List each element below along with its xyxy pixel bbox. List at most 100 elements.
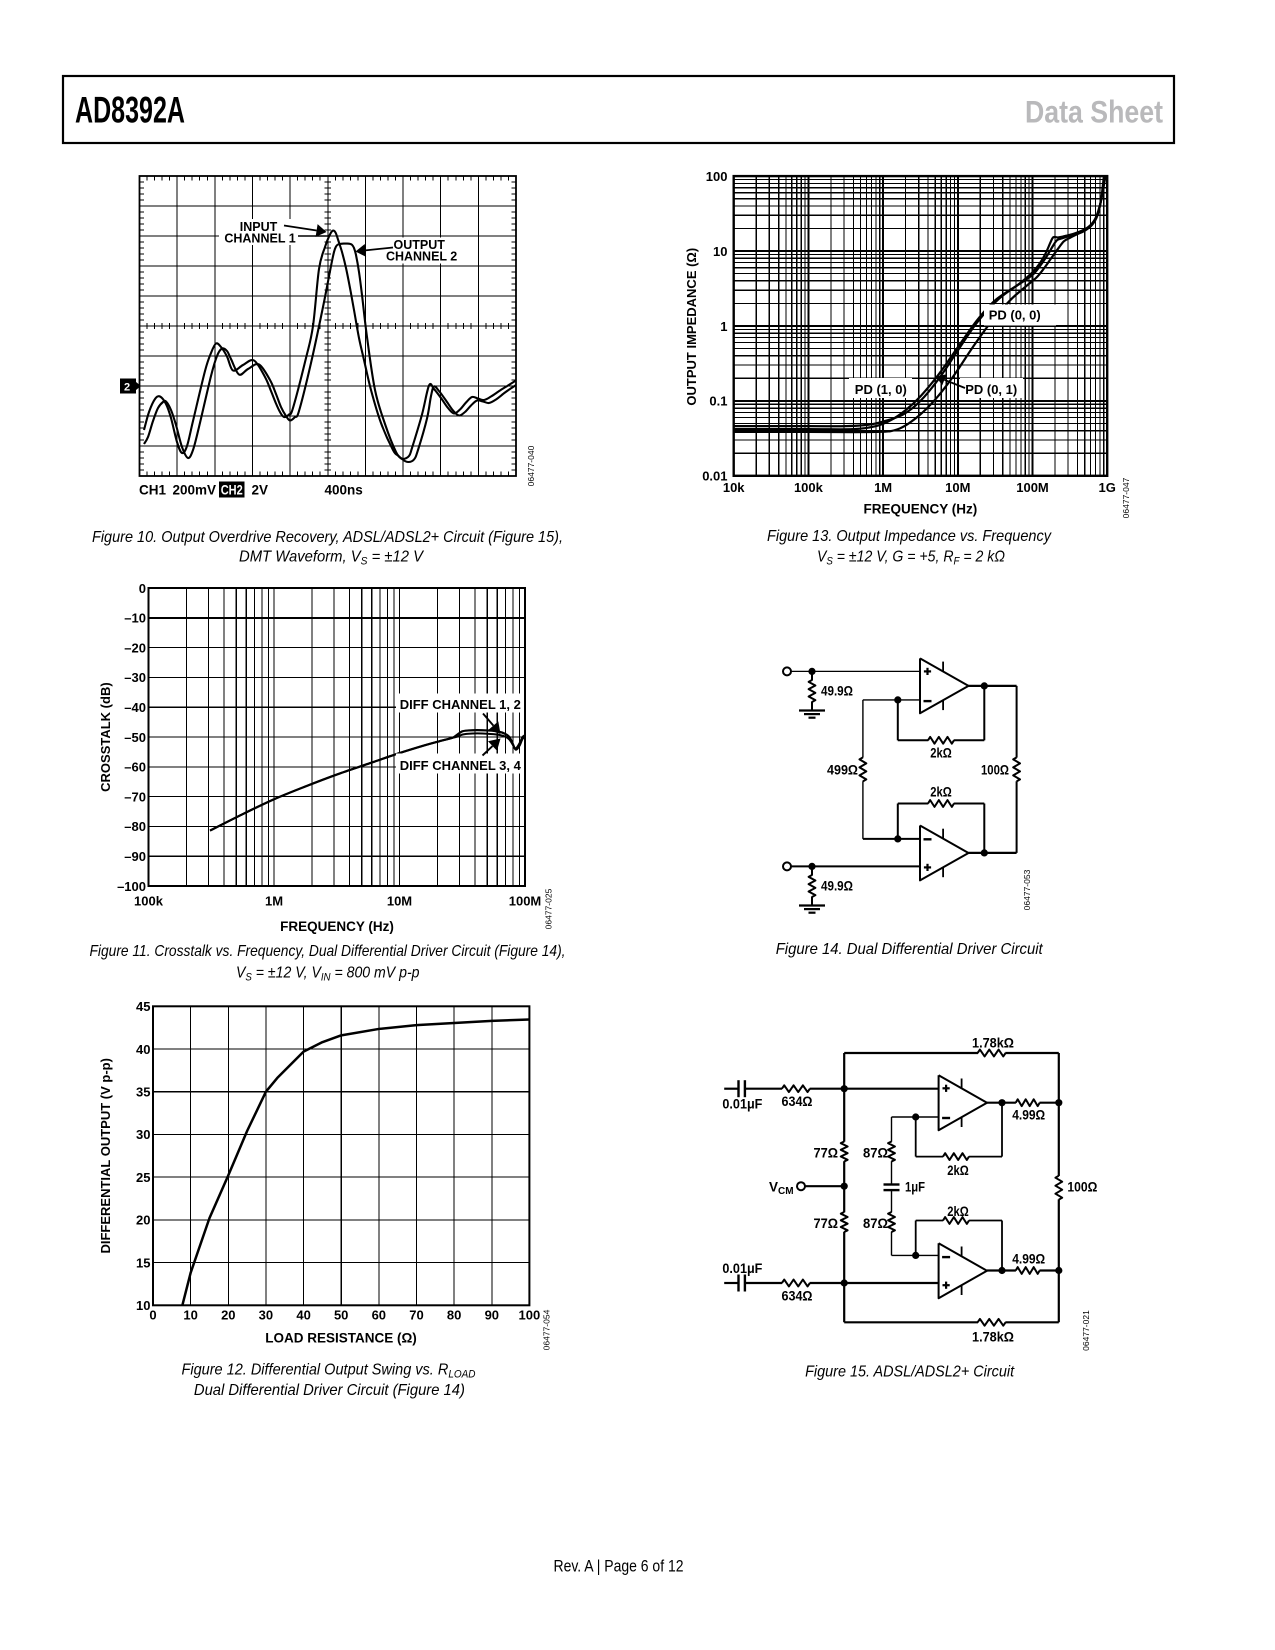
svg-text:10M: 10M: [945, 480, 970, 495]
svg-text:OUTPUT: OUTPUT: [394, 238, 446, 252]
svg-text:1M: 1M: [265, 894, 283, 909]
svg-text:Rev. A | Page 6 of 12: Rev. A | Page 6 of 12: [554, 1557, 684, 1576]
svg-text:–10: –10: [124, 611, 146, 626]
svg-text:400ns: 400ns: [325, 483, 363, 498]
svg-text:35: 35: [136, 1085, 150, 1100]
svg-text:DIFFERENTIAL OUTPUT (V p-p): DIFFERENTIAL OUTPUT (V p-p): [98, 1058, 113, 1253]
svg-text:10M: 10M: [387, 894, 412, 909]
svg-text:0: 0: [149, 1308, 156, 1323]
svg-text:CROSSTALK (dB): CROSSTALK (dB): [98, 682, 113, 792]
svg-text:2kΩ: 2kΩ: [947, 1163, 969, 1178]
svg-text:FREQUENCY (Hz): FREQUENCY (Hz): [280, 919, 394, 934]
svg-text:06477-047: 06477-047: [1121, 477, 1131, 518]
svg-text:499Ω: 499Ω: [827, 762, 858, 777]
svg-text:87Ω: 87Ω: [863, 1146, 888, 1161]
svg-text:100M: 100M: [1016, 480, 1049, 495]
svg-text:Figure 11. Crosstalk vs. Frequ: Figure 11. Crosstalk vs. Frequency, Dual…: [90, 943, 566, 960]
svg-text:DIFF CHANNEL 3, 4: DIFF CHANNEL 3, 4: [400, 758, 522, 773]
svg-text:–40: –40: [124, 700, 146, 715]
svg-text:10: 10: [713, 244, 727, 259]
svg-text:06477-054: 06477-054: [542, 1309, 552, 1350]
svg-text:49.9Ω: 49.9Ω: [821, 879, 853, 894]
svg-text:CHANNEL 2: CHANNEL 2: [386, 250, 457, 264]
svg-text:06477-053: 06477-053: [1022, 869, 1032, 910]
svg-text:100Ω: 100Ω: [981, 762, 1009, 777]
svg-text:100k: 100k: [794, 480, 824, 495]
svg-text:1G: 1G: [1099, 480, 1116, 495]
svg-text:70: 70: [409, 1308, 423, 1323]
svg-text:100: 100: [706, 169, 728, 184]
svg-text:1μF: 1μF: [905, 1180, 925, 1195]
svg-text:25: 25: [136, 1170, 150, 1185]
svg-text:0.1: 0.1: [709, 394, 727, 409]
svg-text:Figure 13. Output Impedance vs: Figure 13. Output Impedance vs. Frequenc…: [767, 528, 1052, 545]
svg-text:87Ω: 87Ω: [863, 1216, 888, 1231]
svg-text:2V: 2V: [252, 483, 269, 498]
svg-text:–80: –80: [124, 819, 146, 834]
svg-text:100M: 100M: [509, 894, 542, 909]
svg-text:1.78kΩ: 1.78kΩ: [972, 1330, 1014, 1345]
svg-text:–90: –90: [124, 849, 146, 864]
svg-text:06477-040: 06477-040: [526, 445, 536, 486]
svg-text:77Ω: 77Ω: [814, 1146, 839, 1161]
svg-text:06477-021: 06477-021: [1081, 1310, 1091, 1351]
svg-text:40: 40: [296, 1308, 310, 1323]
svg-text:1.78kΩ: 1.78kΩ: [972, 1036, 1014, 1051]
svg-text:100: 100: [519, 1308, 541, 1323]
svg-text:4.99Ω: 4.99Ω: [1012, 1252, 1045, 1267]
svg-text:90: 90: [485, 1308, 499, 1323]
svg-text:CH2: CH2: [221, 483, 243, 498]
svg-text:–100: –100: [117, 879, 146, 894]
svg-text:06477-025: 06477-025: [544, 888, 554, 929]
svg-text:1M: 1M: [874, 480, 892, 495]
svg-text:–50: –50: [124, 730, 146, 745]
svg-text:10: 10: [136, 1298, 150, 1313]
svg-text:0.01μF: 0.01μF: [722, 1097, 762, 1112]
svg-text:AD8392A: AD8392A: [75, 90, 185, 131]
svg-text:PD (0, 1): PD (0, 1): [965, 382, 1017, 397]
svg-text:4.99Ω: 4.99Ω: [1012, 1108, 1045, 1123]
svg-text:Figure 10. Output Overdrive Re: Figure 10. Output Overdrive Recovery, AD…: [92, 529, 563, 546]
svg-text:1: 1: [720, 319, 727, 334]
svg-text:30: 30: [136, 1127, 150, 1142]
svg-text:2kΩ: 2kΩ: [930, 785, 952, 800]
svg-text:OUTPUT IMPEDANCE (Ω): OUTPUT IMPEDANCE (Ω): [684, 248, 699, 406]
svg-text:0.01: 0.01: [702, 469, 727, 484]
svg-text:200mV: 200mV: [173, 483, 217, 498]
svg-text:–20: –20: [124, 640, 146, 655]
svg-text:–70: –70: [124, 789, 146, 804]
svg-text:CH1: CH1: [139, 483, 166, 498]
svg-text:DIFF CHANNEL 1, 2: DIFF CHANNEL 1, 2: [400, 697, 521, 712]
svg-text:–60: –60: [124, 760, 146, 775]
svg-text:Figure 14. Dual Differential D: Figure 14. Dual Differential Driver Circ…: [776, 941, 1044, 958]
svg-text:Data Sheet: Data Sheet: [1025, 94, 1163, 130]
svg-text:VS = ±12 V, G = +5, RF = 2 kΩ: VS = ±12 V, G = +5, RF = 2 kΩ: [817, 549, 1005, 568]
svg-text:DMT Waveform, VS = ±12 V: DMT Waveform, VS = ±12 V: [239, 549, 424, 568]
svg-text:49.9Ω: 49.9Ω: [821, 684, 853, 699]
svg-text:Dual Differential Driver Circu: Dual Differential Driver Circuit (Figure…: [194, 1382, 465, 1399]
svg-text:VS = ±12 V, VIN = 800 mV p-p: VS = ±12 V, VIN = 800 mV p-p: [236, 965, 420, 984]
svg-text:FREQUENCY (Hz): FREQUENCY (Hz): [864, 502, 978, 517]
svg-text:60: 60: [372, 1308, 386, 1323]
svg-text:100Ω: 100Ω: [1067, 1180, 1097, 1195]
svg-text:2kΩ: 2kΩ: [947, 1204, 969, 1219]
svg-text:30: 30: [259, 1308, 273, 1323]
svg-text:20: 20: [221, 1308, 235, 1323]
svg-text:50: 50: [334, 1308, 348, 1323]
svg-text:Figure 12. Differential Output: Figure 12. Differential Output Swing vs.…: [182, 1362, 476, 1381]
svg-text:20: 20: [136, 1213, 150, 1228]
svg-text:2: 2: [124, 382, 130, 394]
svg-text:LOAD RESISTANCE (Ω): LOAD RESISTANCE (Ω): [265, 1330, 417, 1345]
svg-text:0: 0: [139, 581, 146, 596]
svg-text:634Ω: 634Ω: [782, 1289, 813, 1304]
svg-text:2kΩ: 2kΩ: [930, 746, 952, 761]
svg-text:PD (0, 0): PD (0, 0): [989, 308, 1041, 323]
svg-text:PD (1, 0): PD (1, 0): [855, 382, 907, 397]
svg-text:10: 10: [183, 1308, 197, 1323]
svg-text:CHANNEL 1: CHANNEL 1: [224, 232, 295, 246]
svg-text:40: 40: [136, 1042, 150, 1057]
svg-text:INPUT: INPUT: [240, 220, 278, 234]
svg-text:77Ω: 77Ω: [814, 1216, 839, 1231]
svg-text:634Ω: 634Ω: [782, 1094, 813, 1109]
svg-text:Figure 15. ADSL/ADSL2+ Circuit: Figure 15. ADSL/ADSL2+ Circuit: [805, 1364, 1014, 1381]
